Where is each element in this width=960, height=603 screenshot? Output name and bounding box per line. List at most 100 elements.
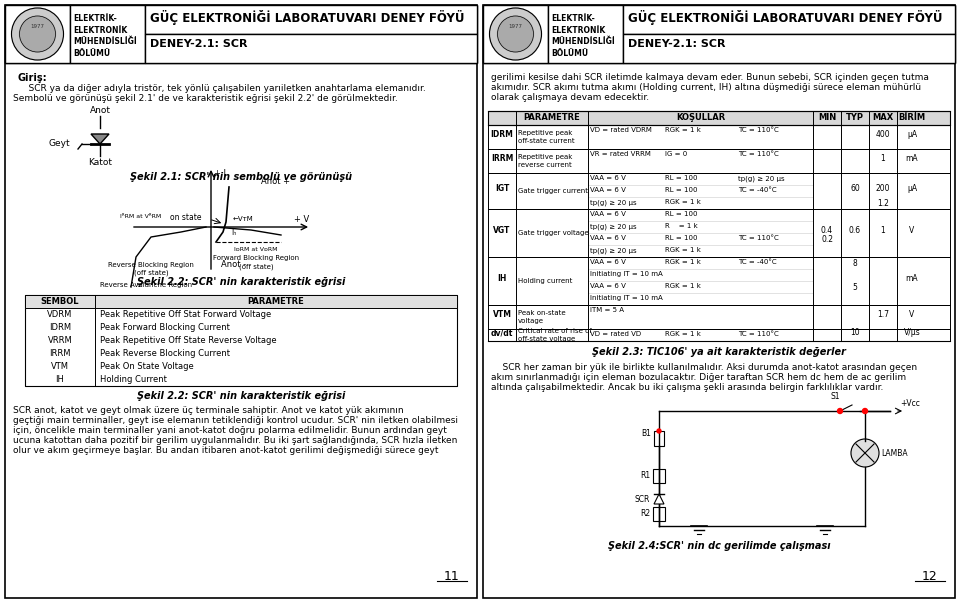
Text: Peak Repetitive Off Stat Forward Voltage: Peak Repetitive Off Stat Forward Voltage — [100, 310, 272, 319]
Text: IDRM: IDRM — [491, 130, 514, 139]
Bar — [548, 5, 623, 63]
Text: TC = 110°C: TC = 110°C — [738, 235, 779, 241]
Text: on state: on state — [170, 212, 201, 221]
Text: DENEY-2.1: SCR: DENEY-2.1: SCR — [150, 39, 248, 49]
Text: Peak Forward Blocking Current: Peak Forward Blocking Current — [100, 323, 229, 332]
Text: IRRM: IRRM — [491, 154, 514, 163]
Text: VTM: VTM — [51, 362, 69, 371]
Text: V: V — [909, 310, 915, 319]
Text: ELEKTRONİK: ELEKTRONİK — [551, 26, 605, 35]
Text: 0.6: 0.6 — [849, 226, 861, 235]
Text: 60: 60 — [851, 184, 860, 193]
Text: (off state): (off state) — [239, 263, 274, 270]
Text: mA: mA — [905, 154, 919, 163]
Circle shape — [490, 8, 541, 60]
Text: TC = 110°C: TC = 110°C — [738, 151, 779, 157]
Text: ucuna katottan daha pozitif bir gerilim uygulanmalıdır. Bu iki şart sağlandığınd: ucuna katottan daha pozitif bir gerilim … — [13, 436, 457, 445]
Text: VAA = 6 V: VAA = 6 V — [590, 283, 626, 289]
Text: RGK = 1 k: RGK = 1 k — [665, 127, 701, 133]
Bar — [5, 5, 70, 63]
Text: Peak Reverse Blocking Current: Peak Reverse Blocking Current — [100, 349, 230, 358]
Text: 5: 5 — [852, 282, 857, 291]
Text: 10: 10 — [851, 328, 860, 337]
Text: Peak On State Voltage: Peak On State Voltage — [100, 362, 194, 371]
Text: PARAMETRE: PARAMETRE — [523, 113, 581, 122]
Text: VAA = 6 V: VAA = 6 V — [590, 211, 626, 217]
Bar — [25, 360, 457, 373]
Text: ELEKTRİK-: ELEKTRİK- — [73, 14, 117, 24]
Text: gerilimi kesilse dahi SCR iletimde kalmaya devam eder. Bunun sebebi, SCR içinden: gerilimi kesilse dahi SCR iletimde kalma… — [491, 73, 929, 82]
Text: tp(g) ≥ 20 μs: tp(g) ≥ 20 μs — [590, 199, 636, 206]
Text: VDRM: VDRM — [47, 310, 73, 319]
Text: IᴿRM at VᴿRM: IᴿRM at VᴿRM — [120, 214, 161, 219]
Text: Iₕ: Iₕ — [231, 228, 236, 237]
Bar — [654, 431, 664, 446]
Bar — [653, 469, 665, 483]
Text: BÖLÜMÜ: BÖLÜMÜ — [73, 49, 110, 58]
Text: VRRM: VRRM — [48, 336, 72, 345]
Bar — [25, 295, 457, 308]
Text: IH: IH — [56, 375, 64, 384]
Text: ELEKTRİK-: ELEKTRİK- — [551, 14, 595, 24]
Text: MÜHENDİSLİĞİ: MÜHENDİSLİĞİ — [551, 37, 614, 46]
Text: 8: 8 — [852, 259, 857, 268]
Text: Anot +: Anot + — [261, 177, 290, 186]
Text: SCR ya da diğer adıyla tristör, tek yönlü çalışabilen yarıiletken anahtarlama el: SCR ya da diğer adıyla tristör, tek yönl… — [17, 84, 425, 93]
Bar — [25, 334, 457, 347]
Text: 1977: 1977 — [509, 24, 522, 28]
Text: GÜÇ ELEKTRONİĞİ LABORATUVARI DENEY FÖYÜ: GÜÇ ELEKTRONİĞİ LABORATUVARI DENEY FÖYÜ — [150, 10, 465, 25]
Text: LAMBA: LAMBA — [881, 449, 907, 458]
Text: Şekil 2.1: SCR' nin sembolü ve görünüşü: Şekil 2.1: SCR' nin sembolü ve görünüşü — [130, 172, 352, 182]
Text: Anot: Anot — [89, 106, 110, 115]
Text: tp(g) ≥ 20 μs: tp(g) ≥ 20 μs — [738, 175, 784, 182]
Text: 400: 400 — [876, 130, 890, 139]
Text: RGK = 1 k: RGK = 1 k — [665, 199, 701, 205]
Text: off-state voltage: off-state voltage — [518, 336, 575, 342]
Bar — [483, 5, 548, 63]
Text: BÖLÜMÜ: BÖLÜMÜ — [551, 49, 588, 58]
Text: RL = 100: RL = 100 — [665, 175, 698, 181]
Text: Critical rate of rise of: Critical rate of rise of — [518, 328, 592, 334]
Text: Gate trigger voltage: Gate trigger voltage — [518, 230, 588, 236]
Bar — [25, 295, 457, 386]
Circle shape — [657, 429, 661, 433]
Text: RL = 100: RL = 100 — [665, 211, 698, 217]
Text: IGT: IGT — [494, 184, 509, 193]
Text: +Vcc: +Vcc — [900, 399, 920, 408]
Text: RGK = 1 k: RGK = 1 k — [665, 331, 701, 337]
Text: 1977: 1977 — [31, 24, 44, 28]
Bar — [623, 34, 955, 63]
Text: ITM = 5 A: ITM = 5 A — [590, 307, 624, 313]
Text: Anot -: Anot - — [221, 260, 246, 269]
Text: olarak çalışmaya devam edecektir.: olarak çalışmaya devam edecektir. — [491, 93, 649, 102]
Bar — [25, 321, 457, 334]
Circle shape — [19, 16, 56, 52]
Text: Şekil 2.3: TIC106' ya ait karakteristik değerler: Şekil 2.3: TIC106' ya ait karakteristik … — [592, 347, 846, 357]
Text: DENEY-2.1: SCR: DENEY-2.1: SCR — [628, 39, 726, 49]
Text: voltage: voltage — [518, 318, 544, 324]
Text: VD = rated VD: VD = rated VD — [590, 331, 641, 337]
Text: akımıdır. SCR akımı tutma akımı (Holding current, IH) altına düşmediği sürece el: akımıdır. SCR akımı tutma akımı (Holding… — [491, 83, 922, 92]
Bar — [5, 5, 477, 598]
Text: Şekil 2.2: SCR' nin karakteristik eğrisi: Şekil 2.2: SCR' nin karakteristik eğrisi — [137, 277, 346, 287]
Text: GÜÇ ELEKTRONİĞİ LABORATUVARI DENEY FÖYÜ: GÜÇ ELEKTRONİĞİ LABORATUVARI DENEY FÖYÜ — [628, 10, 943, 25]
Text: olur ve akım geçirmeye başlar. Bu andan itibaren anot-katot gerilimi değişmediği: olur ve akım geçirmeye başlar. Bu andan … — [13, 446, 439, 455]
Text: VD = rated VDRM: VD = rated VDRM — [590, 127, 652, 133]
Text: TC = -40°C: TC = -40°C — [738, 259, 777, 265]
Text: B1: B1 — [641, 429, 651, 438]
Text: VR = rated VRRM: VR = rated VRRM — [590, 151, 651, 157]
Text: S1: S1 — [830, 392, 840, 401]
Text: + I: + I — [214, 169, 226, 178]
Text: (off state): (off state) — [133, 270, 168, 277]
Circle shape — [851, 439, 879, 467]
Text: Reverse Avalanche Region: Reverse Avalanche Region — [100, 282, 192, 288]
Bar — [70, 5, 145, 63]
Text: Holding current: Holding current — [518, 278, 572, 284]
Text: reverse current: reverse current — [518, 162, 572, 168]
Text: 0.2: 0.2 — [821, 235, 833, 244]
Text: Initiating IT = 10 mA: Initiating IT = 10 mA — [590, 295, 662, 301]
Text: μA: μA — [907, 184, 917, 193]
Text: R1: R1 — [640, 472, 650, 481]
Text: MÜHENDİSLİĞİ: MÜHENDİSLİĞİ — [73, 37, 136, 46]
Text: VAA = 6 V: VAA = 6 V — [590, 259, 626, 265]
